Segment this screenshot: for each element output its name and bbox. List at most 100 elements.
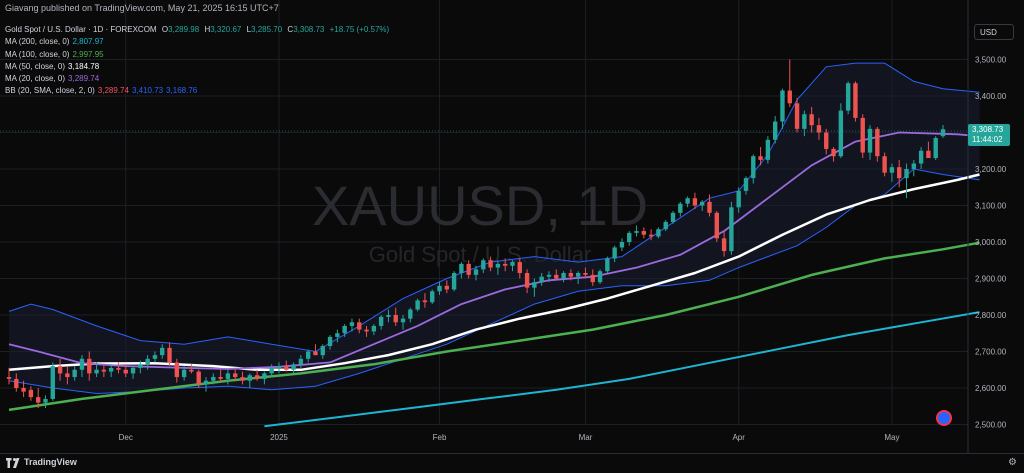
candle [940, 124, 946, 138]
candle [240, 371, 245, 385]
candle-body [517, 262, 522, 274]
candle-body [320, 346, 325, 356]
candle-body [918, 150, 924, 164]
x-tick-label: May [884, 433, 899, 442]
moving-averages [8, 131, 980, 428]
last-price-label: 3,308.73 11:44:02 [968, 124, 1010, 146]
candle [882, 152, 887, 177]
candle-body [926, 150, 931, 159]
candle-body [262, 373, 267, 379]
ohlc-values: O3,289.98 H3,320.67 L3,285.70 C3,308.73 … [161, 25, 390, 34]
candle-body [189, 369, 194, 372]
candle-body [794, 103, 800, 129]
candle [342, 324, 347, 337]
candle-body [400, 318, 406, 323]
candle-body [627, 232, 632, 242]
x-tick-label: Mar [579, 433, 593, 442]
candle [189, 364, 194, 374]
candle [502, 258, 508, 272]
chart-legend: Gold Spot / U.S. Dollar · 1D · FOREXCOM … [5, 24, 389, 98]
candle [612, 245, 617, 263]
candle [65, 366, 70, 385]
candle-body [568, 273, 574, 277]
watermark-symbol: XAUUSD, 1D [312, 174, 648, 237]
candle [430, 289, 435, 305]
candle [539, 273, 544, 286]
candle [721, 231, 727, 257]
candle [532, 278, 537, 297]
candle [802, 110, 807, 137]
candle-body [575, 273, 581, 277]
y-tick-label: 2,700.00 [975, 348, 1007, 357]
indicator-ma50[interactable]: MA (50, close, 0) 3,184.78 [5, 61, 100, 71]
candle [918, 147, 924, 169]
candle-body [43, 398, 48, 403]
close-value: 3,308.73 [293, 25, 325, 34]
candle [510, 260, 515, 272]
candle-body [152, 355, 158, 359]
candle [911, 159, 917, 177]
candle-body [72, 369, 77, 378]
candle [422, 293, 428, 308]
candle [145, 355, 150, 370]
candle [897, 159, 902, 188]
candle-body [561, 273, 566, 279]
candle-body [116, 367, 121, 370]
candle-body [714, 212, 719, 239]
candle-body [700, 201, 705, 206]
candle [524, 269, 530, 294]
indicator-ma20[interactable]: MA (20, close, 0) 3,289.74 [5, 74, 100, 84]
candle-body [597, 271, 603, 283]
symbol-title[interactable]: Gold Spot / U.S. Dollar · 1D · FOREXCOM [5, 25, 157, 34]
candle [845, 81, 851, 115]
candle [488, 256, 493, 272]
candle [707, 194, 712, 217]
candle-body [656, 229, 661, 237]
candle-body [422, 300, 428, 303]
candle [495, 260, 501, 275]
candle [473, 265, 479, 281]
candle [714, 210, 719, 242]
candle-body [583, 273, 588, 275]
candle-body [495, 263, 501, 268]
candle [6, 367, 12, 385]
indicator-ma100[interactable]: MA (100, close, 0) 2,997.95 [5, 49, 104, 59]
candle [597, 269, 603, 284]
candle-body [473, 269, 479, 275]
candle [327, 335, 333, 350]
candle-body [444, 285, 450, 290]
candle [357, 318, 362, 334]
candle [72, 366, 77, 381]
candle-body [28, 389, 34, 398]
candle [94, 362, 99, 378]
candle-body [838, 110, 844, 157]
candle [123, 364, 128, 378]
y-tick-label: 3,200.00 [975, 165, 1007, 174]
candle [583, 267, 588, 279]
candle [546, 271, 552, 283]
bollinger-bands [8, 62, 980, 395]
us-flag-icon[interactable] [936, 410, 952, 426]
candle [138, 360, 143, 374]
candle-body [532, 282, 537, 288]
candle [203, 377, 209, 392]
currency-button[interactable]: USD [974, 24, 1014, 40]
candle [678, 201, 683, 217]
candle-body [692, 198, 698, 206]
candle-body [79, 358, 85, 370]
candle [787, 59, 792, 107]
candle-body [203, 380, 209, 385]
candle [254, 369, 260, 381]
candle [444, 280, 450, 294]
candle [276, 362, 282, 374]
candle-body [663, 221, 668, 230]
candle-body [123, 369, 128, 374]
brand-name: TradingView [24, 457, 77, 467]
candle-body [21, 388, 26, 392]
indicator-ma200[interactable]: MA (200, close, 0) 2,807.97 [5, 37, 104, 47]
candle [904, 163, 909, 199]
candle-body [729, 207, 734, 252]
indicator-bb[interactable]: BB (20, SMA, close, 2, 0) 3,289.74 3,410.7… [5, 86, 198, 96]
settings-gear-icon[interactable]: ⚙ [1008, 457, 1017, 468]
